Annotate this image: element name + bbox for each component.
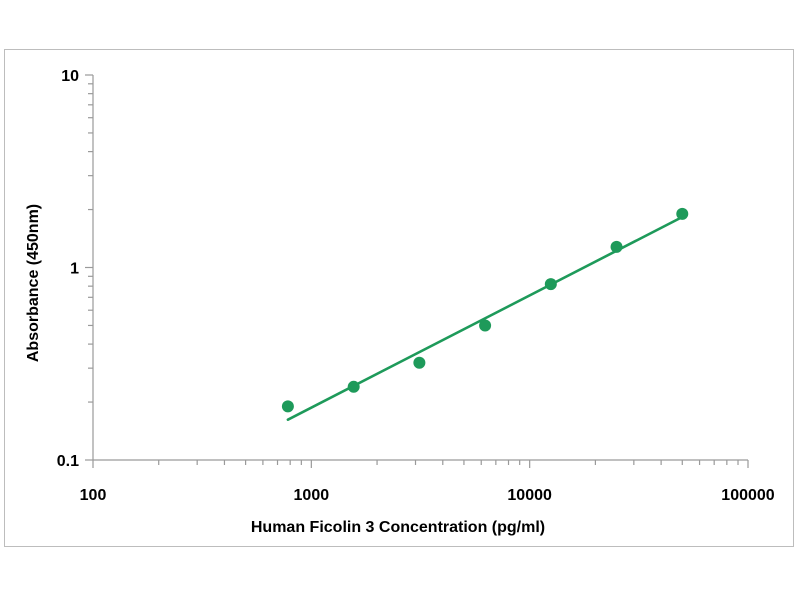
- y-tick-label: 0.1: [57, 453, 79, 470]
- data-points: [281, 207, 689, 413]
- y-tick-label: 10: [61, 68, 79, 85]
- chart-frame: [4, 49, 794, 547]
- fit-curve: [286, 215, 684, 421]
- y-axis-title: Absorbance (450nm): [25, 204, 42, 362]
- ticks: 100 1000 10000 100000 0.1 1 10: [57, 68, 775, 504]
- data-point: [413, 356, 426, 369]
- data-point: [479, 319, 492, 332]
- data-point: [610, 240, 623, 253]
- data-point: [281, 400, 294, 413]
- x-tick-label: 10000: [507, 487, 552, 504]
- y-tick-label: 1: [70, 261, 79, 278]
- x-tick-label: 100: [80, 487, 107, 504]
- x-tick-label: 1000: [294, 487, 330, 504]
- data-point: [347, 380, 360, 393]
- data-point: [676, 207, 689, 220]
- x-axis-title: Human Ficolin 3 Concentration (pg/ml): [251, 519, 545, 536]
- x-tick-label: 100000: [721, 487, 774, 504]
- axes: [92, 75, 748, 461]
- data-point: [544, 278, 557, 291]
- fit-line: [286, 215, 684, 421]
